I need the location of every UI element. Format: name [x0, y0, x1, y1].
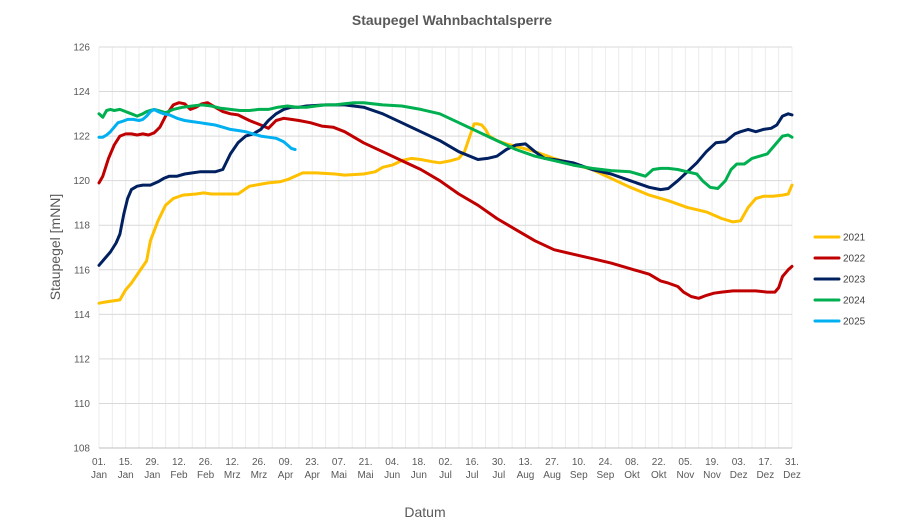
- x-tick-label: Jun: [411, 470, 427, 481]
- y-tick-labels: 108 110 112 114 116 118 120 122 124 126: [73, 43, 90, 455]
- x-tick-label: Dez: [730, 470, 748, 481]
- x-tick-label: 08.: [625, 457, 639, 468]
- x-tick-label: 18.: [412, 457, 426, 468]
- x-axis-title: Datum: [404, 504, 445, 520]
- x-tick-label: Mai: [331, 470, 347, 481]
- x-tick-label: Okt: [624, 470, 640, 481]
- x-tick-label: 02.: [439, 457, 453, 468]
- x-tick-label: Dez: [783, 470, 801, 481]
- series-line-2021: [97, 122, 794, 305]
- x-tick-label: 17.: [758, 457, 772, 468]
- x-tick-label: Mrz: [224, 470, 241, 481]
- y-tick-label: 116: [74, 265, 90, 276]
- y-tick-label: 114: [74, 310, 90, 321]
- legend: 2021 2022 2023 2024 2025: [813, 233, 866, 328]
- x-tick-label: Jul: [492, 470, 505, 481]
- x-tick-label: Jul: [439, 470, 452, 481]
- series-line-2022: [97, 101, 794, 300]
- y-tick-label: 108: [73, 444, 90, 455]
- chart-title: Staupegel Wahnbachtalsperre: [352, 12, 552, 28]
- x-tick-label: 12.: [225, 457, 239, 468]
- x-tick-label: Jan: [91, 470, 107, 481]
- x-tick-label: 09.: [279, 457, 293, 468]
- series-line-2025: [97, 107, 297, 151]
- y-tick-label: 124: [73, 87, 90, 98]
- legend-label-2023: 2023: [843, 275, 866, 286]
- x-tick-label: 01.: [92, 457, 106, 468]
- y-tick-label: 122: [73, 132, 90, 143]
- legend-label-2021: 2021: [843, 233, 866, 244]
- series-lines: [97, 101, 794, 305]
- x-tick-label: Jul: [466, 470, 479, 481]
- x-tick-label: Jan: [118, 470, 134, 481]
- y-axis-title: Staupegel [mNN]: [47, 194, 63, 301]
- x-tick-label: Sep: [597, 470, 615, 481]
- x-tick-label: Nov: [703, 470, 721, 481]
- x-tick-label: 22.: [652, 457, 666, 468]
- y-tick-label: 110: [74, 399, 90, 410]
- x-tick-label: 15.: [119, 457, 133, 468]
- x-tick-label: 04.: [385, 457, 399, 468]
- series-line-2023: [97, 103, 794, 267]
- x-tick-label: Apr: [278, 470, 294, 481]
- x-tick-label: 16.: [465, 457, 479, 468]
- legend-label-2024: 2024: [843, 296, 866, 307]
- x-tick-label: 30.: [492, 457, 506, 468]
- grid: [98, 46, 793, 449]
- x-tick-label: Apr: [304, 470, 320, 481]
- x-tick-label: 26.: [252, 457, 266, 468]
- x-tick-label: 13.: [519, 457, 533, 468]
- x-tick-label: Aug: [517, 470, 535, 481]
- x-tick-label: Mai: [357, 470, 373, 481]
- y-tick-label: 126: [73, 43, 90, 54]
- x-tick-label: 21.: [359, 457, 373, 468]
- x-tick-label: Aug: [543, 470, 561, 481]
- legend-label-2025: 2025: [843, 317, 866, 328]
- x-tick-label: 10.: [572, 457, 586, 468]
- x-tick-label: 03.: [732, 457, 746, 468]
- x-tick-label: Jun: [384, 470, 400, 481]
- x-tick-label: 26.: [199, 457, 213, 468]
- y-tick-label: 118: [74, 221, 90, 232]
- x-tick-label: 07.: [332, 457, 346, 468]
- x-tick-label: Feb: [170, 470, 188, 481]
- x-tick-label: 29.: [145, 457, 159, 468]
- x-tick-label: Jan: [144, 470, 160, 481]
- y-tick-label: 112: [74, 354, 90, 365]
- x-tick-label: 19.: [705, 457, 719, 468]
- legend-label-2022: 2022: [843, 254, 866, 265]
- y-tick-label: 120: [73, 176, 90, 187]
- x-tick-label: Nov: [676, 470, 694, 481]
- x-tick-label: 31.: [785, 457, 799, 468]
- x-tick-label: Feb: [197, 470, 215, 481]
- x-tick-label: Mrz: [251, 470, 268, 481]
- x-tick-label: 05.: [678, 457, 692, 468]
- x-tick-label: Dez: [756, 470, 774, 481]
- x-tick-labels: 01. Jan 15. Jan 29. Jan 12. Feb 26. Feb 12. Mrz 26. M…: [91, 457, 801, 481]
- x-tick-label: Sep: [570, 470, 588, 481]
- x-tick-label: 24.: [598, 457, 612, 468]
- x-tick-label: 27.: [545, 457, 559, 468]
- x-tick-label: Okt: [651, 470, 667, 481]
- x-tick-label: 23.: [305, 457, 319, 468]
- x-tick-label: 12.: [172, 457, 186, 468]
